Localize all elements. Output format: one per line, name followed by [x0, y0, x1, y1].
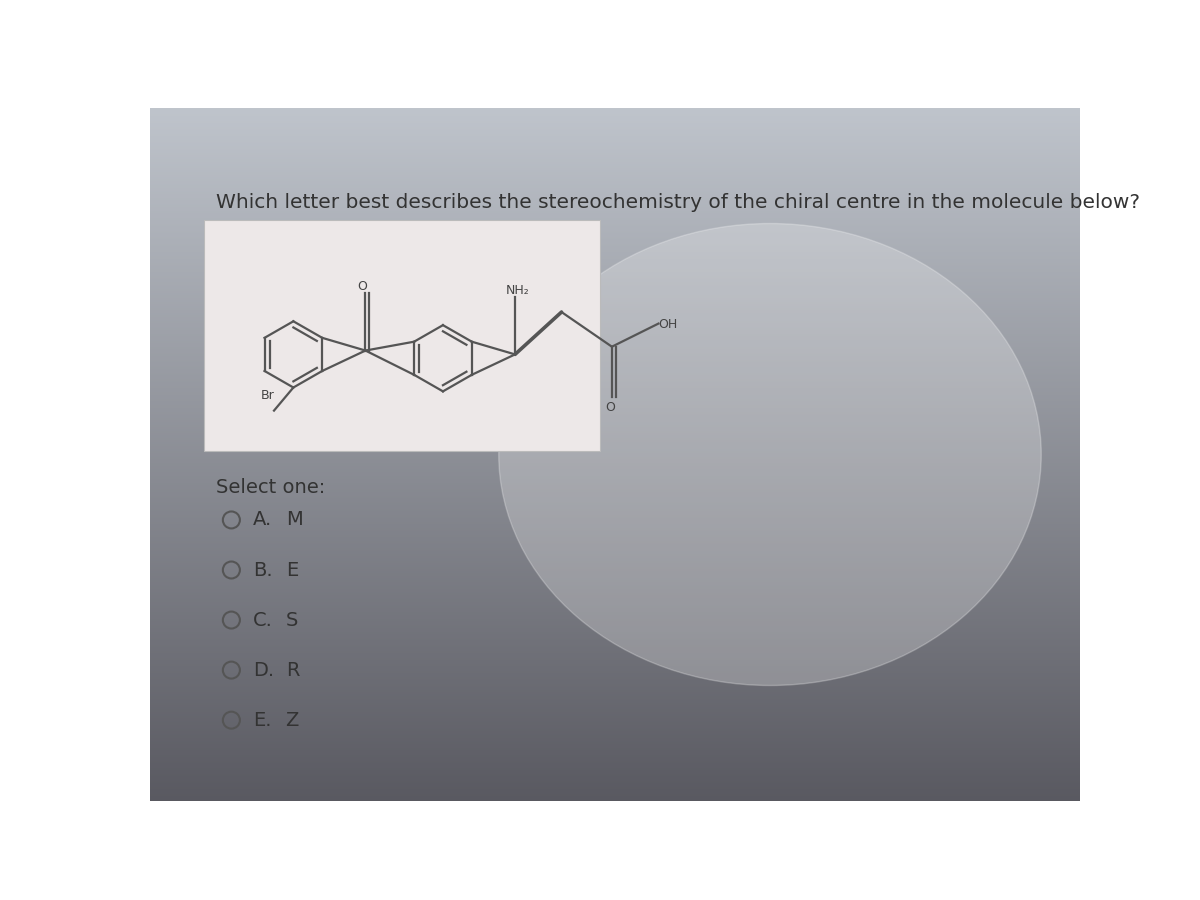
Ellipse shape — [499, 223, 1042, 686]
Text: O: O — [606, 400, 616, 414]
Text: C.: C. — [253, 610, 272, 630]
Text: B.: B. — [253, 561, 272, 580]
Text: M: M — [286, 510, 302, 529]
Text: Select one:: Select one: — [216, 478, 325, 497]
Text: OH: OH — [659, 319, 678, 331]
Text: Which letter best describes the stereochemistry of the chiral centre in the mole: Which letter best describes the stereoch… — [216, 193, 1140, 212]
FancyBboxPatch shape — [204, 220, 600, 451]
Text: Z: Z — [286, 711, 299, 730]
Text: Br: Br — [260, 389, 275, 402]
Text: O: O — [358, 280, 367, 292]
Text: NH₂: NH₂ — [505, 284, 529, 297]
Text: E.: E. — [253, 711, 271, 730]
Text: S: S — [286, 610, 298, 630]
Text: D.: D. — [253, 661, 274, 680]
Text: E: E — [286, 561, 298, 580]
Text: A.: A. — [253, 510, 272, 529]
Text: R: R — [286, 661, 299, 680]
